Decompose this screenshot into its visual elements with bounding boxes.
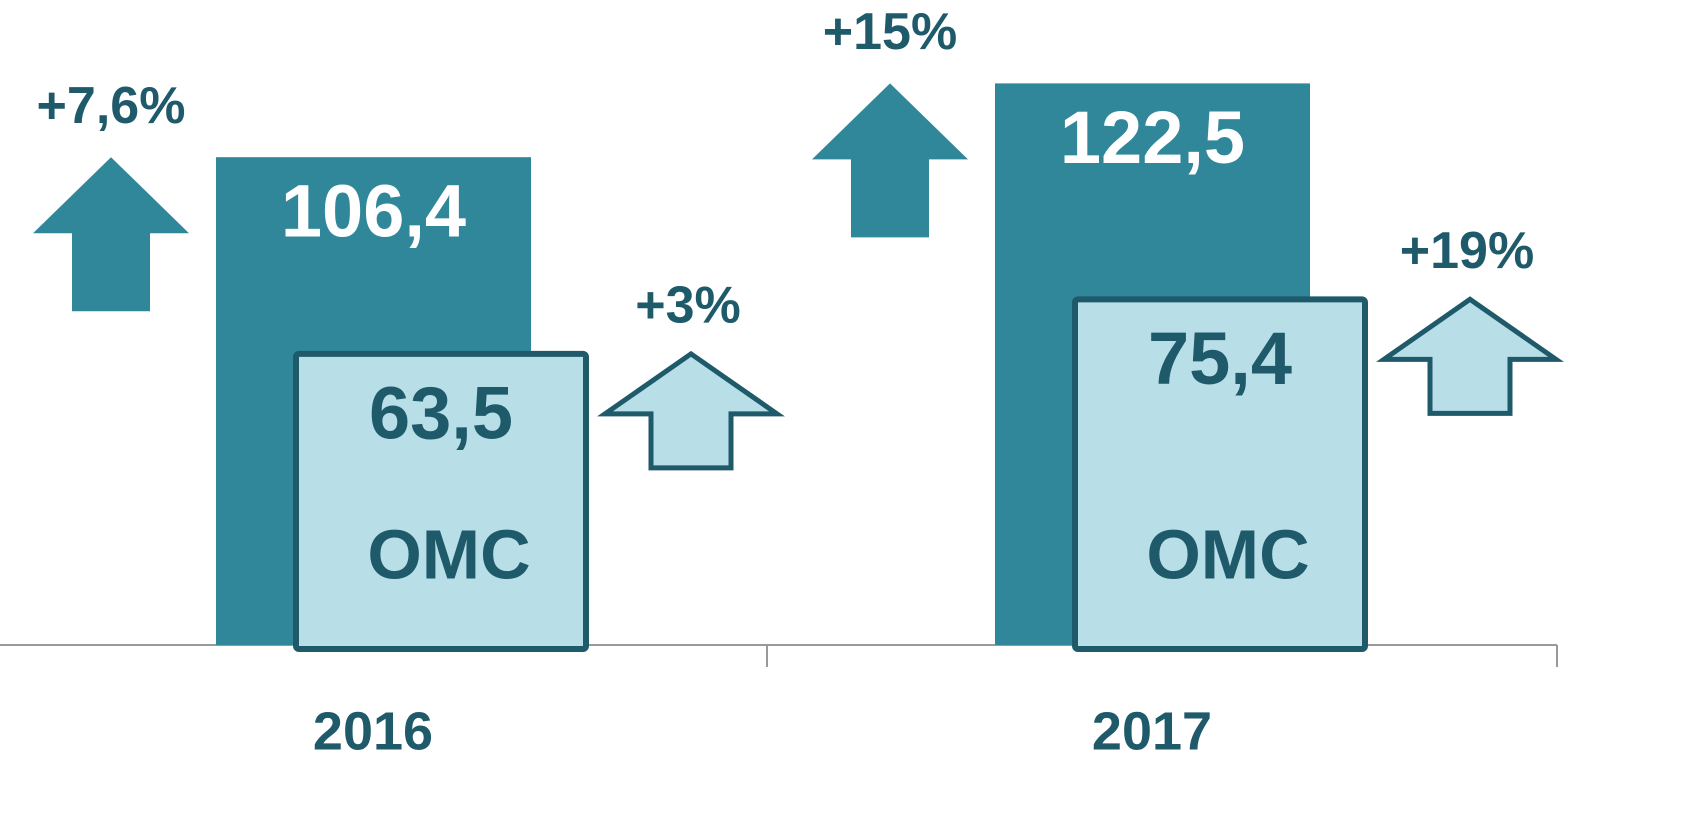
series-label: ОМС — [367, 515, 530, 593]
value-label: 106,4 — [281, 170, 466, 253]
growth-arrow — [597, 350, 785, 471]
bar — [1072, 296, 1368, 652]
x-tick-label: 2016 — [313, 701, 433, 761]
growth-label: +7,6% — [37, 77, 186, 135]
growth-label: +3% — [635, 277, 741, 335]
growth-label: +15% — [823, 3, 957, 61]
series-label: ОМС — [1146, 515, 1309, 593]
growth-arrow — [812, 83, 968, 238]
x-tick-label: 2017 — [1092, 701, 1212, 761]
value-label: 122,5 — [1060, 96, 1245, 179]
growth-label: +19% — [1400, 222, 1534, 280]
growth-arrow — [33, 157, 189, 312]
bar — [293, 350, 589, 652]
growth-arrow — [1376, 296, 1564, 416]
value-label: 63,5 — [369, 371, 513, 454]
value-label: 75,4 — [1148, 317, 1292, 400]
